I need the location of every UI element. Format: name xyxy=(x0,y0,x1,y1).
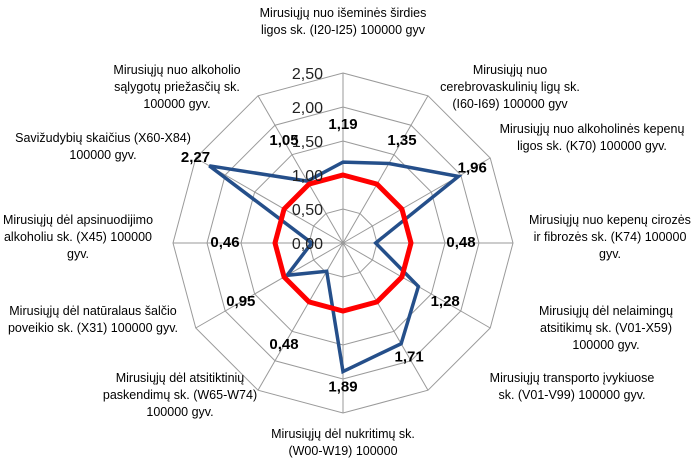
y-tick-label: 0,50 xyxy=(292,202,323,219)
category-label: Mirusiųjų nuo cerebrovaskulinių ligų sk.… xyxy=(440,63,580,111)
y-tick-label: 2,50 xyxy=(292,66,323,83)
data-label: 1,96 xyxy=(458,159,487,176)
category-label: Savižudybių skaičius (X60-X84) 100000 gy… xyxy=(15,131,191,162)
category-label: Mirusiųjų dėl atsitiktinių paskendimų sk… xyxy=(102,371,258,419)
data-label: 2,27 xyxy=(181,149,210,166)
data-label: 1,35 xyxy=(387,132,416,149)
axis-spoke xyxy=(342,95,429,244)
category-label: Mirusiųjų dėl apsinuodijimo alkoholiu sk… xyxy=(2,213,154,261)
axis-spoke xyxy=(342,157,491,244)
category-label: Mirusiųjų nuo alkoholinės kepenų ligos s… xyxy=(499,122,685,153)
data-label: 0,95 xyxy=(226,293,255,310)
data-label: 1,05 xyxy=(269,132,298,149)
category-label: Mirusiųjų transporto įvykiuose sk. (V01-… xyxy=(489,371,655,402)
y-tick-label: 1,50 xyxy=(292,134,323,151)
category-label: Mirusiųjų nuo kepenų cirozės ir fibrozės… xyxy=(529,213,691,261)
category-label: Mirusiųjų nuo alkoholio sąlygotų priežas… xyxy=(113,63,241,111)
category-label: Mirusiųjų nuo išeminės širdies ligos sk.… xyxy=(259,6,427,37)
y-tick-label: 2,00 xyxy=(292,100,323,117)
y-tick-label: 0,00 xyxy=(292,236,323,253)
axis-spoke xyxy=(195,242,344,329)
data-label: 0,46 xyxy=(210,234,239,251)
data-label: 1,28 xyxy=(431,293,460,310)
category-label: Mirusiųjų dėl nelaimingų atsitikimų sk. … xyxy=(538,304,674,352)
data-label: 0,48 xyxy=(269,336,298,353)
radar-line xyxy=(272,172,414,314)
data-label: 1,71 xyxy=(395,349,424,366)
data-label: 0,48 xyxy=(446,234,475,251)
axis-spoke xyxy=(342,242,429,391)
radar-line xyxy=(208,160,463,375)
data-label: 1,89 xyxy=(328,378,357,395)
category-label: Mirusiųjų dėl natūralaus šalčio poveikio… xyxy=(7,304,178,335)
axis-spoke xyxy=(257,242,344,391)
data-label: 1,19 xyxy=(328,116,357,133)
category-label: Mirusiųjų dėl nukritimų sk. (W00-W19) 10… xyxy=(271,427,415,458)
y-tick-label: 1,00 xyxy=(292,168,323,185)
axis-spoke xyxy=(257,95,344,244)
